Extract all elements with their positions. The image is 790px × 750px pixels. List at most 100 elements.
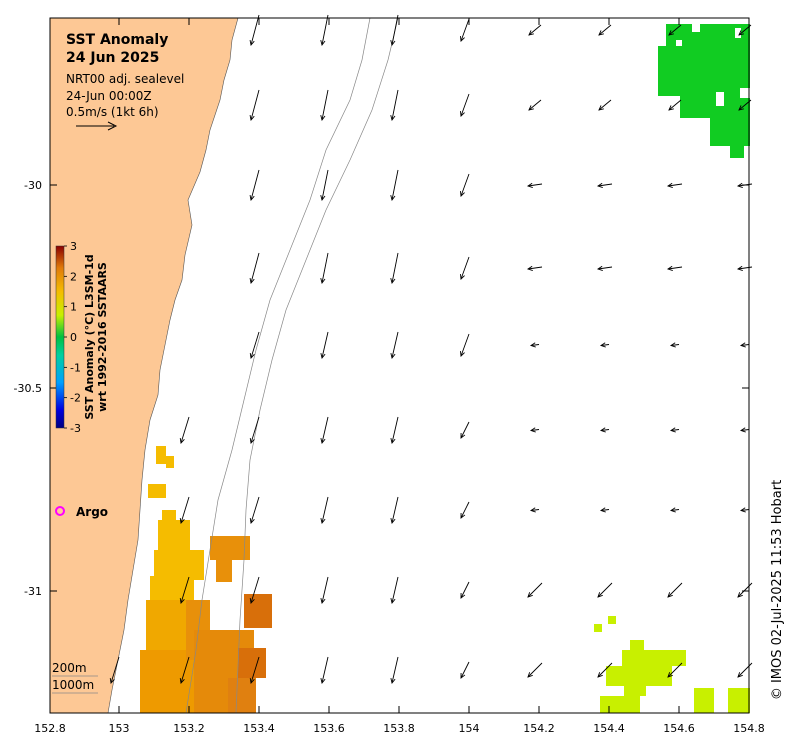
current-arrow [320, 331, 329, 360]
current-arrow [460, 501, 470, 519]
x-tick-label: 154.4 [593, 722, 625, 735]
argo-marker-icon [55, 506, 65, 516]
depth-1000-label: 1000m [52, 678, 94, 692]
y-tick-label: -31 [24, 585, 42, 598]
current-arrow [737, 582, 753, 598]
current-arrow [249, 496, 260, 524]
colorbar-tick-label: 0 [70, 331, 77, 344]
map-title: SST Anomaly [66, 32, 168, 48]
current-arrow [666, 182, 683, 188]
current-arrow [390, 14, 399, 47]
current-arrow [599, 427, 610, 433]
current-arrow [668, 99, 682, 111]
current-arrow [249, 89, 260, 121]
current-arrow [669, 342, 680, 348]
depth-200-label: 200m [52, 661, 87, 675]
current-arrow [179, 496, 190, 524]
bathymetry-1000m-contour [235, 17, 399, 714]
x-tick-label: 152.8 [34, 722, 66, 735]
current-arrow [179, 416, 190, 444]
colorbar-tick-label: -2 [70, 392, 81, 405]
current-arrow [460, 421, 470, 439]
current-arrow [320, 576, 329, 605]
current-arrow [249, 14, 260, 46]
land-coastline [49, 17, 239, 714]
current-arrow [320, 14, 329, 47]
sst-anomaly-lime-patch [594, 616, 750, 713]
x-tick-label: 153.2 [173, 722, 205, 735]
x-tick-label: 153.4 [243, 722, 275, 735]
current-arrow [460, 333, 470, 357]
current-arrow [179, 656, 190, 684]
current-arrow [249, 576, 260, 604]
colorbar-tick-label: 1 [70, 301, 77, 314]
current-arrow [669, 507, 680, 513]
colorbar-tick-label: -3 [70, 422, 81, 435]
colorbar [55, 245, 65, 429]
current-arrow [460, 173, 470, 197]
current-arrow [529, 427, 540, 433]
colorbar-tick-label: -1 [70, 361, 81, 374]
current-arrow [460, 18, 470, 42]
current-arrow [526, 265, 543, 271]
current-arrow [320, 416, 329, 445]
current-arrow [528, 24, 542, 36]
current-arrow [390, 331, 399, 360]
current-arrow [667, 582, 683, 598]
current-arrow [529, 342, 540, 348]
x-tick-label: 154.8 [733, 722, 765, 735]
current-arrow [320, 656, 329, 685]
current-arrow [598, 99, 612, 111]
current-arrow [666, 265, 683, 271]
y-axis: -30-30.5-31 [14, 179, 749, 598]
current-arrow [249, 169, 260, 201]
current-arrow [109, 656, 120, 684]
current-arrow [526, 182, 543, 188]
imos-credit: © IMOS 02-Jul-2025 11:53 Hobart [770, 480, 785, 700]
x-tick-label: 154 [459, 722, 480, 735]
y-tick-label: -30 [24, 179, 42, 192]
scale-label: 0.5m/s (1kt 6h) [66, 105, 159, 119]
current-arrow [249, 416, 260, 444]
current-arrow [736, 265, 753, 271]
current-arrow [390, 576, 399, 605]
current-arrow [320, 252, 329, 285]
current-arrow [668, 24, 682, 36]
timestamp-label: 24-Jun 00:00Z [66, 89, 152, 103]
current-arrow [390, 496, 399, 525]
current-arrow [249, 331, 260, 359]
current-arrow [739, 427, 750, 433]
map-date: 24 Jun 2025 [66, 50, 159, 66]
current-arrow [320, 496, 329, 525]
current-arrow [527, 582, 543, 598]
current-arrow [597, 582, 613, 598]
current-arrow [599, 342, 610, 348]
argo-legend-label: Argo [76, 505, 108, 519]
current-arrow [596, 182, 613, 188]
x-axis: 152.8 153 153.2 153.4 153.6 153.8 154 154.2 154.… [34, 18, 765, 735]
current-arrow [737, 662, 753, 678]
current-arrow [599, 507, 610, 513]
current-arrow [739, 342, 750, 348]
x-tick-label: 154.6 [663, 722, 695, 735]
current-arrow [460, 581, 470, 599]
current-arrow [390, 89, 399, 122]
colorbar-tick-label: 2 [70, 270, 77, 283]
current-arrow [667, 662, 683, 678]
sst-anomaly-warm-patch [140, 446, 272, 713]
product-label: NRT00 adj. sealevel [66, 72, 184, 86]
colorbar-title-line1: SST Anomaly (°C) L3SM-1d [83, 254, 96, 419]
current-arrow [390, 656, 399, 685]
current-arrow [390, 169, 399, 202]
current-arrow [597, 662, 613, 678]
current-arrow [179, 576, 190, 604]
current-arrow [669, 427, 680, 433]
colorbar-tick-label: 3 [70, 240, 77, 253]
current-arrow [527, 662, 543, 678]
current-arrow [249, 656, 260, 684]
current-arrow [596, 265, 613, 271]
current-arrow [460, 93, 470, 117]
x-tick-label: 153 [109, 722, 130, 735]
x-tick-label: 154.2 [523, 722, 555, 735]
